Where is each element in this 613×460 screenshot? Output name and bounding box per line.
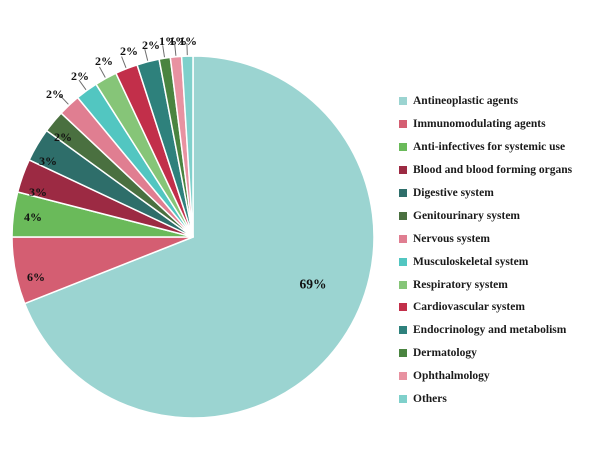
leader-line-endocrinology-and-metabolism: [144, 48, 149, 61]
legend-swatch-nervous-system: [399, 234, 407, 243]
leader-line-ophthalmology: [174, 43, 177, 56]
legend-item-dermatology: Dermatology: [399, 342, 572, 365]
legend-swatch-respiratory-system: [399, 280, 407, 289]
leader-line-dermatology: [162, 45, 165, 58]
legend-swatch-ophthalmology: [399, 372, 407, 381]
legend-label-others: Others: [413, 393, 447, 406]
legend-label-anti-infectives-for-systemic-use: Anti-infectives for systemic use: [413, 141, 566, 154]
leader-line-respiratory-system: [99, 66, 106, 78]
legend-label-dermatology: Dermatology: [413, 347, 477, 360]
pct-label-musculoskeletal-system: 2%: [71, 69, 89, 83]
pie-slice-antineoplastic-agents: [23, 55, 375, 419]
legend: Antineoplastic agents Immunomodulating ag…: [399, 90, 572, 410]
legend-item-endocrinology-and-metabolism: Endocrinology and metabolism: [399, 319, 572, 342]
legend-item-immunomodulating-agents: Immunomodulating agents: [399, 113, 572, 136]
pie-slice-others: [180, 55, 194, 238]
legend-label-nervous-system: Nervous system: [413, 232, 490, 245]
legend-label-cardiovascular-system: Cardiovascular system: [413, 301, 525, 314]
legend-swatch-digestive-system: [399, 189, 407, 197]
legend-item-genitourinary-system: Genitourinary system: [399, 204, 572, 227]
pct-label-respiratory-system: 2%: [95, 54, 113, 68]
legend-label-respiratory-system: Respiratory system: [413, 278, 508, 291]
pct-label-nervous-system: 2%: [46, 87, 64, 101]
legend-item-ophthalmology: Ophthalmology: [399, 365, 572, 388]
pct-label-cardiovascular-system: 2%: [120, 44, 138, 58]
legend-item-digestive-system: Digestive system: [399, 182, 572, 205]
legend-label-blood-and-blood-forming-organs: Blood and blood forming organs: [413, 164, 573, 177]
legend-label-musculoskeletal-system: Musculoskeletal system: [413, 255, 529, 268]
legend-item-antineoplastic-agents: Antineoplastic agents: [399, 90, 572, 113]
legend-swatch-immunomodulating-agents: [399, 120, 407, 129]
legend-swatch-blood-and-blood-forming-organs: [399, 166, 407, 175]
legend-item-cardiovascular-system: Cardiovascular system: [399, 296, 572, 319]
legend-swatch-anti-infectives-for-systemic-use: [399, 143, 407, 152]
legend-label-ophthalmology: Ophthalmology: [413, 370, 490, 383]
legend-swatch-others: [399, 395, 407, 404]
legend-item-respiratory-system: Respiratory system: [399, 273, 572, 296]
leader-line-musculoskeletal-system: [78, 79, 87, 91]
legend-swatch-genitourinary-system: [399, 211, 407, 220]
pct-label-genitourinary-system: 2%: [54, 130, 72, 144]
pct-label-blood-and-blood-forming-organs: 3%: [29, 185, 47, 199]
pct-label-antineoplastic-agents: 69%: [300, 277, 327, 292]
legend-item-anti-infectives-for-systemic-use: Anti-infectives for systemic use: [399, 136, 572, 159]
legend-swatch-dermatology: [399, 349, 407, 358]
pct-label-dermatology: 1%: [159, 34, 177, 48]
pct-label-endocrinology-and-metabolism: 2%: [142, 38, 160, 52]
legend-swatch-endocrinology-and-metabolism: [399, 326, 407, 335]
legend-item-nervous-system: Nervous system: [399, 227, 572, 250]
legend-swatch-musculoskeletal-system: [399, 257, 407, 266]
pct-label-anti-infectives-for-systemic-use: 4%: [24, 210, 42, 224]
legend-label-endocrinology-and-metabolism: Endocrinology and metabolism: [413, 324, 567, 337]
legend-swatch-antineoplastic-agents: [399, 97, 407, 106]
leader-line-cardiovascular-system: [121, 56, 127, 68]
pct-label-immunomodulating-agents: 6%: [27, 270, 45, 284]
leader-line-nervous-system: [59, 95, 69, 105]
legend-item-musculoskeletal-system: Musculoskeletal system: [399, 250, 572, 273]
legend-label-genitourinary-system: Genitourinary system: [413, 209, 521, 222]
legend-label-digestive-system: Digestive system: [413, 187, 494, 199]
pct-label-others: 1%: [179, 34, 197, 48]
pct-label-ophthalmology: 1%: [169, 34, 187, 48]
legend-label-immunomodulating-agents: Immunomodulating agents: [413, 118, 546, 131]
legend-item-others: Others: [399, 388, 572, 411]
legend-swatch-cardiovascular-system: [399, 303, 407, 312]
legend-item-blood-and-blood-forming-organs: Blood and blood forming organs: [399, 159, 572, 182]
pct-label-digestive-system: 3%: [39, 154, 57, 168]
legend-label-antineoplastic-agents: Antineoplastic agents: [413, 95, 519, 108]
